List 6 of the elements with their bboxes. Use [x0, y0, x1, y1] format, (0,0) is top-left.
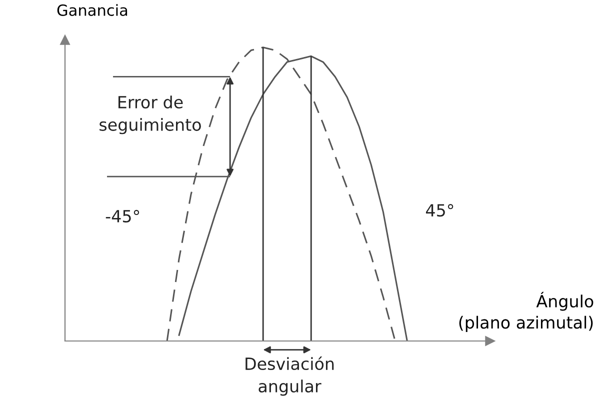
- text: 45°: [426, 204, 454, 217]
- text: -45°: [106, 210, 140, 222]
- y-axis-title: Ganancia: [57, 4, 128, 16]
- annotation: Error de seguimiento: [100, 96, 201, 134]
- text: Desviación angular: [246, 356, 334, 396]
- x-axis-title: Ángulo (plano azimutal): [459, 292, 594, 332]
